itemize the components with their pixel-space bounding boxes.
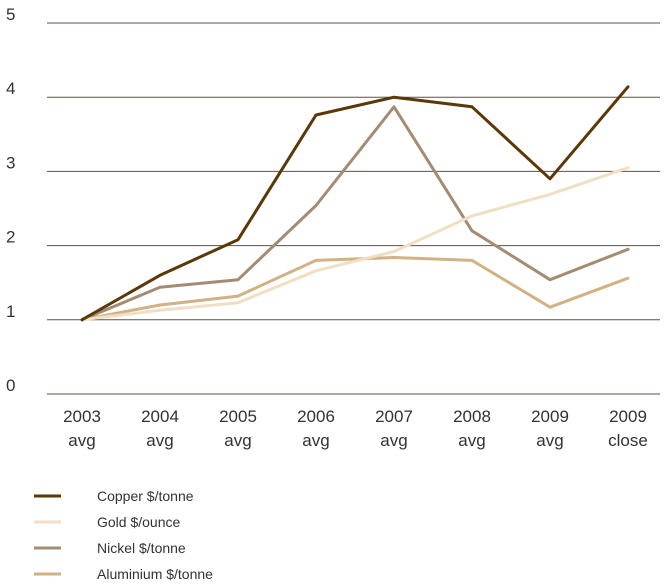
- x-axis-tick-labels: 2003 avg 2004 avg 2005 avg 2006 avg 2007 avg 2008 a…: [63, 407, 648, 450]
- x-tick-label: avg: [68, 431, 95, 450]
- y-axis-tick-labels: 0 1 2 3 4 5: [6, 5, 15, 395]
- series-lines: [80, 85, 630, 322]
- x-tick-label: 2003: [63, 407, 101, 426]
- x-tick-label: 2005: [219, 407, 257, 426]
- y-tick-label: 5: [6, 5, 15, 24]
- gridlines: [47, 22, 660, 395]
- y-tick-label: 1: [6, 302, 15, 321]
- x-tick-label: avg: [458, 431, 485, 450]
- legend: Copper $/tonne Gold $/ounce Nickel $/tonne…: [34, 488, 213, 582]
- legend-label: Nickel $/tonne: [97, 540, 186, 556]
- x-tick-label: avg: [302, 431, 329, 450]
- y-tick-label: 2: [6, 228, 15, 247]
- y-tick-label: 4: [6, 79, 15, 98]
- series-line-aluminium: [80, 256, 630, 322]
- legend-item-copper: Copper $/tonne: [34, 488, 194, 504]
- series-line-nickel: [80, 105, 630, 322]
- x-tick-label: avg: [224, 431, 251, 450]
- x-tick-label: 2007: [375, 407, 413, 426]
- x-tick-label: 2004: [141, 407, 179, 426]
- x-tick-label: close: [608, 431, 648, 450]
- x-tick-label: avg: [536, 431, 563, 450]
- y-tick-label: 0: [6, 376, 15, 395]
- legend-label: Gold $/ounce: [97, 514, 180, 530]
- legend-item-nickel: Nickel $/tonne: [34, 540, 186, 556]
- legend-label: Aluminium $/tonne: [97, 566, 213, 582]
- legend-item-gold: Gold $/ounce: [34, 514, 180, 530]
- legend-item-aluminium: Aluminium $/tonne: [34, 566, 213, 582]
- x-tick-label: 2009: [531, 407, 569, 426]
- x-tick-label: avg: [146, 431, 173, 450]
- x-tick-label: avg: [380, 431, 407, 450]
- x-tick-label: 2009: [609, 407, 647, 426]
- x-tick-label: 2006: [297, 407, 335, 426]
- series-line-gold: [80, 166, 630, 322]
- series-line-copper: [80, 85, 630, 322]
- x-tick-label: 2008: [453, 407, 491, 426]
- y-tick-label: 3: [6, 153, 15, 172]
- legend-label: Copper $/tonne: [97, 488, 194, 504]
